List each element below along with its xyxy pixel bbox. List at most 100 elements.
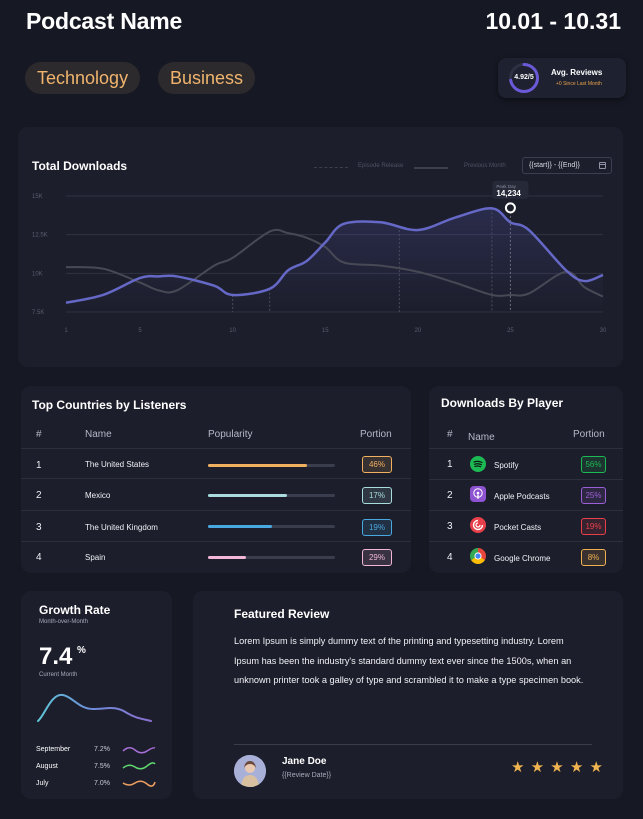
reviewer-name: Jane Doe [282, 756, 327, 767]
table-divider [21, 448, 411, 449]
row-rank: 3 [36, 522, 42, 533]
review-text: Lorem Ipsum is simply dummy text of the … [234, 636, 584, 685]
tag-business[interactable]: Business [158, 62, 256, 94]
countries-header-portion: Portion [360, 429, 392, 440]
peak-point [504, 202, 516, 214]
growth-title: Growth Rate [39, 603, 111, 617]
chrome-icon [470, 548, 486, 564]
popularity-bar [208, 556, 335, 559]
y-tick-label: 15K [32, 194, 43, 200]
calendar-icon[interactable] [599, 162, 606, 169]
previous-month-line [65, 228, 604, 298]
growth-value-label: Current Month [39, 672, 78, 678]
growth-rate-card: Growth Rate Month-over-Month 7.4 % Curre… [21, 591, 172, 799]
date-range-picker[interactable]: {{start}} - {{End}} [522, 157, 612, 174]
chart-title: Total Downloads [32, 159, 128, 173]
growth-trend-sparkline [37, 693, 152, 722]
star-rating: ★ ★ ★ ★ ★ [511, 759, 604, 776]
portion-badge: 19% [581, 518, 606, 535]
countries-header-name: Name [85, 429, 112, 440]
growth-month-name: September [36, 746, 71, 753]
downloads-by-player-card: Downloads By Player # Name Portion 1 Spo… [429, 386, 623, 573]
countries-header-rank: # [36, 429, 42, 440]
x-tick-label: 20 [414, 328, 421, 334]
avatar [234, 755, 266, 787]
row-rank: 2 [36, 490, 42, 501]
portion-badge: 8% [581, 549, 606, 566]
portion-badge: 17% [362, 487, 392, 504]
growth-month-value: 7.2% [94, 746, 110, 753]
popularity-bar [208, 494, 335, 497]
players-header-portion: Portion [573, 429, 605, 440]
tag-technology[interactable]: Technology [25, 62, 141, 94]
row-rank: 1 [447, 459, 453, 470]
review-date: {{Review Date}} [282, 772, 332, 779]
table-divider [429, 448, 623, 449]
review-title: Featured Review [234, 607, 330, 621]
countries-header-popularity: Popularity [208, 429, 253, 440]
portion-badge: 25% [581, 487, 606, 504]
review-divider [234, 744, 592, 745]
popularity-bar-fill [208, 525, 272, 528]
popularity-bar-fill [208, 494, 287, 497]
rating-value: 4.92/5 [514, 74, 534, 81]
x-tick-label: 10 [229, 328, 236, 334]
apple-podcasts-icon [470, 486, 486, 502]
avg-reviews-change: +0 Since Last Month [556, 81, 602, 87]
popularity-bar-fill [208, 464, 308, 467]
growth-value: 7.4 [39, 643, 73, 670]
portion-badge: 19% [362, 519, 392, 536]
peak-tooltip-label: Peak Day [496, 184, 516, 189]
x-tick-label: 1 [64, 328, 68, 334]
country-name: The United Kingdom [85, 523, 158, 532]
players-header-name: Name [468, 432, 495, 443]
legend-previous-month: Previous Month [464, 163, 506, 169]
current-month-line [65, 207, 604, 304]
popularity-bar [208, 464, 335, 467]
player-name: Apple Podcasts [494, 492, 550, 501]
popularity-bar [208, 525, 335, 528]
row-rank: 4 [36, 552, 42, 563]
rating-ring [509, 63, 539, 93]
peak-tooltip [492, 180, 529, 199]
featured-review-card: Featured Review Lorem Ipsum is simply du… [193, 591, 623, 799]
portion-badge: 29% [362, 549, 392, 566]
player-name: Google Chrome [494, 554, 551, 563]
country-name: Mexico [85, 491, 111, 500]
row-divider [21, 541, 411, 542]
row-divider [429, 510, 623, 511]
avg-reviews-widget: 4.92/5 Avg. Reviews +0 Since Last Month [498, 58, 626, 98]
avg-reviews-title: Avg. Reviews [551, 68, 603, 77]
x-tick-label: 5 [138, 328, 142, 334]
y-tick-label: 10K [32, 271, 43, 277]
peak-tooltip-value: 14,234 [496, 189, 521, 198]
row-divider [429, 541, 623, 542]
country-name: The United States [85, 460, 150, 469]
popularity-bar-fill [208, 556, 247, 559]
players-header-rank: # [447, 429, 453, 440]
portion-badge: 56% [581, 456, 606, 473]
september-sparkline [122, 747, 156, 754]
july-sparkline [122, 780, 156, 787]
row-divider [429, 479, 623, 480]
row-rank: 3 [447, 521, 453, 532]
growth-month-name: August [36, 763, 58, 770]
portion-badge: 46% [362, 456, 392, 473]
date-range-picker-label: {{start}} - {{End}} [529, 162, 580, 169]
y-tick-label: 12.5K [32, 233, 48, 239]
x-tick-label: 25 [507, 328, 514, 334]
current-month-area [66, 208, 603, 312]
row-rank: 4 [447, 552, 453, 563]
growth-month-name: July [36, 780, 49, 787]
players-title: Downloads By Player [441, 396, 564, 410]
country-name: Spain [85, 553, 106, 562]
podcast-name: Podcast Name [26, 8, 183, 34]
row-rank: 1 [36, 460, 42, 471]
row-divider [21, 510, 411, 511]
player-name: Pocket Casts [494, 523, 542, 532]
legend-episode-swatch [314, 167, 348, 168]
row-rank: 2 [447, 490, 453, 501]
growth-month-value: 7.0% [94, 780, 110, 787]
y-tick-label: 7.5K [32, 310, 44, 316]
